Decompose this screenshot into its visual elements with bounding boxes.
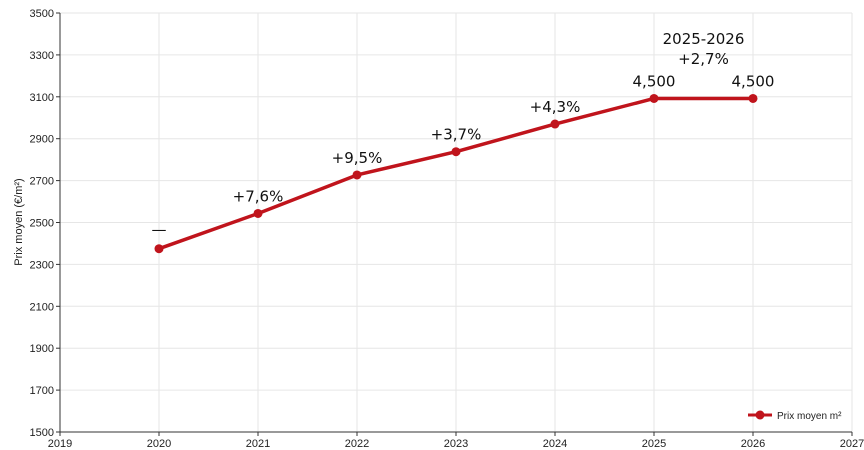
y-tick-label: 2300: [30, 259, 54, 271]
annotation-label: 4,500: [732, 72, 775, 90]
series-price: [154, 93, 758, 254]
data-point: [352, 170, 362, 180]
legend-marker: [755, 410, 765, 420]
y-tick-label: 1500: [30, 427, 54, 439]
axes: [56, 12, 853, 436]
x-tick-label: 2023: [444, 438, 468, 450]
annotation-label: +7,6%: [233, 187, 284, 205]
y-tick-labels: 1500 1700 1900 2100 2300 2500 2700 2900 3100 3300…: [30, 8, 54, 439]
annotation-label: +9,5%: [332, 149, 383, 167]
legend: Prix moyen m²: [748, 410, 842, 422]
x-tick-labels: 2019 2020 2021 2022 2023 2024 2025 2026 2027: [48, 438, 864, 450]
data-point: [253, 208, 263, 218]
data-point: [154, 244, 164, 254]
annotation-label: +2,7%: [678, 50, 729, 68]
y-tick-label: 2700: [30, 176, 54, 188]
y-axis-label: Prix moyen (€/m²): [13, 178, 25, 265]
y-tick-label: 2100: [30, 301, 54, 313]
x-tick-label: 2022: [345, 438, 369, 450]
annotation-label: +3,7%: [431, 126, 482, 144]
annotation-label: +4,3%: [530, 98, 581, 116]
data-point: [451, 147, 461, 157]
x-tick-label: 2020: [147, 438, 171, 450]
annotation-label: —: [152, 221, 167, 239]
annotation-label: 2025-2026: [663, 30, 745, 48]
y-tick-label: 2500: [30, 218, 54, 230]
data-point: [550, 119, 560, 129]
annotation-label: 4,500: [633, 72, 676, 90]
y-tick-label: 1900: [30, 343, 54, 355]
legend-label: Prix moyen m²: [777, 411, 842, 422]
annotations: — +7,6% +9,5% +3,7% +4,3% 4,500 4,500 2025-2026…: [152, 30, 775, 239]
x-tick-label: 2024: [543, 438, 567, 450]
data-point: [748, 93, 758, 103]
data-point: [649, 93, 659, 103]
y-tick-label: 3100: [30, 92, 54, 104]
x-tick-label: 2021: [246, 438, 270, 450]
y-tick-label: 3500: [30, 8, 54, 20]
x-tick-label: 2025: [642, 438, 666, 450]
x-tick-label: 2019: [48, 438, 72, 450]
y-tick-label: 1700: [30, 385, 54, 397]
x-tick-label: 2026: [741, 438, 765, 450]
y-tick-label: 3300: [30, 50, 54, 62]
y-tick-label: 2900: [30, 134, 54, 146]
x-tick-label: 2027: [840, 438, 864, 450]
